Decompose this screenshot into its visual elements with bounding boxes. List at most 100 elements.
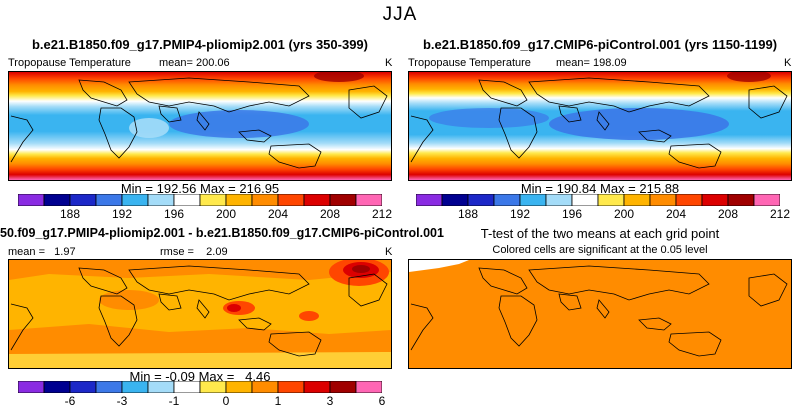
colorbar-tick-label: 212 (769, 207, 791, 221)
colorbar-swatch (753, 194, 780, 206)
colorbar-swatch (277, 194, 305, 206)
colorbar-swatch (18, 194, 45, 206)
panel1-max-label: Max = (200, 181, 236, 196)
panel2-min-value: 190.84 (556, 181, 597, 196)
panel2-map-svg (409, 72, 791, 180)
colorbar-swatch (727, 194, 755, 206)
panel3-max-value: 4.46 (245, 369, 271, 384)
colorbar-swatch (416, 194, 443, 206)
panel4-map-svg (409, 260, 791, 368)
panel2-map (408, 71, 792, 181)
colorbar-swatch (649, 194, 677, 206)
colorbar-tick-label: 200 (215, 207, 237, 221)
colorbar-tick-label: 192 (111, 207, 133, 221)
panel4-title: T-test of the two means at each grid poi… (480, 226, 720, 241)
colorbar-swatch (597, 194, 625, 206)
colorbar-tick-label: 200 (613, 207, 635, 221)
panel3-max-label: Max = (198, 369, 235, 384)
panel2-units: K (784, 57, 792, 69)
colorbar-swatch (69, 381, 97, 393)
figure-season-title: JJA (382, 4, 418, 25)
panel1-title: b.e21.B1850.f09_g17.PMIP4-pliomip2.001 (… (31, 37, 368, 52)
colorbar-tick-label: 196 (561, 207, 583, 221)
colorbar-swatch (329, 194, 357, 206)
colorbar-swatch (121, 194, 149, 206)
colorbar-tick-label: 204 (267, 207, 289, 221)
colorbar-tick-label: 0 (222, 394, 230, 408)
panel1-units: K (385, 57, 393, 69)
panel3-rmse-label: rmse = 2.09 (160, 246, 228, 258)
panel3-min-label: Min = (129, 369, 162, 384)
colorbar-tick-label: 208 (717, 207, 739, 221)
panel1-mean-value: 200.06 (196, 57, 230, 69)
panel4-significant-fill (409, 260, 791, 368)
colorbar-tick-label: -1 (168, 394, 180, 408)
panel1-map (8, 71, 392, 181)
colorbar-tick-label: 204 (665, 207, 687, 221)
colorbar-tick-label: 196 (163, 207, 185, 221)
panel3-mean-label: mean = 1.97 (8, 246, 76, 258)
colorbar-swatch (43, 194, 71, 206)
colorbar-swatch (467, 194, 495, 206)
colorbar-swatch (18, 381, 45, 393)
panel1-variable-label: Tropopause Temperature (8, 57, 131, 69)
colorbar-tick-label: 188 (59, 207, 81, 221)
panel3-title: 50.f09_g17.PMIP4-pliomip2.001 - b.e21.B1… (0, 226, 444, 240)
colorbar-swatch (251, 381, 279, 393)
panel4-map (408, 259, 792, 369)
colorbar-tick-label: 212 (371, 207, 393, 221)
colorbar-swatch (199, 381, 227, 393)
colorbar-swatch (519, 194, 547, 206)
panel3-units: K (385, 246, 393, 258)
colorbar-swatch (95, 381, 123, 393)
panel3-mean-text: mean = (8, 246, 45, 258)
colorbar-swatch (199, 194, 227, 206)
colorbar-swatch (623, 194, 651, 206)
colorbar-swatch (147, 381, 175, 393)
colorbar-tick-label: 188 (457, 207, 479, 221)
colorbar-swatch (225, 381, 253, 393)
panel2-max-label: Max = (600, 181, 636, 196)
panel3-colorbar-ticks: -6 -3 -1 0 1 3 6 (18, 393, 386, 409)
colorbar-swatch (43, 381, 71, 393)
panel4-nonsignificant-area (409, 260, 469, 272)
panel1-colorbar (18, 194, 382, 206)
colorbar-tick-label: 1 (274, 394, 282, 408)
colorbar-swatch (329, 381, 357, 393)
panel1-colorbar-ticks: 188 192 196 200 204 208 212 (18, 206, 392, 222)
panel2-title: b.e21.B1850.f09_g17.CMIP6-piControl.001 … (422, 37, 778, 52)
panel3-colorbar (18, 381, 382, 393)
panel2-mean-label: mean= 198.09 (556, 57, 627, 69)
colorbar-swatch (701, 194, 729, 206)
panel1-min-value: 192.56 (156, 181, 197, 196)
panel1-mean-text: mean= (159, 57, 193, 69)
panel1-minmax: Min = 192.56 Max = 216.95 (0, 181, 400, 196)
panel3-map (8, 259, 392, 369)
panel2-max-value: 215.88 (639, 181, 680, 196)
colorbar-swatch (121, 381, 149, 393)
panel2-mean-value: 198.09 (593, 57, 627, 69)
colorbar-tick-label: 6 (378, 394, 386, 408)
panel3-minmax: Min = -0.09 Max = 4.46 (0, 369, 400, 384)
panel1-mean-label: mean= 200.06 (159, 57, 230, 69)
colorbar-swatch (277, 381, 305, 393)
colorbar-tick-label: 208 (319, 207, 341, 221)
colorbar-swatch (173, 194, 201, 206)
colorbar-tick-label: -3 (116, 394, 128, 408)
panel2-mean-text: mean= (556, 57, 590, 69)
panel1-min-label: Min = (120, 181, 153, 196)
panel2-variable-label: Tropopause Temperature (408, 57, 531, 69)
colorbar-tick-label: -6 (64, 394, 76, 408)
colorbar-swatch (225, 194, 253, 206)
colorbar-swatch (69, 194, 97, 206)
colorbar-swatch (95, 194, 123, 206)
panel3-mean-value: 1.97 (54, 246, 76, 258)
panel2-colorbar (416, 194, 780, 206)
panel2-min-label: Min = (520, 181, 553, 196)
colorbar-swatch (355, 194, 382, 206)
panel4-subtitle: Colored cells are significant at the 0.0… (492, 244, 708, 256)
colorbar-swatch (147, 194, 175, 206)
panel1-map-svg (9, 72, 391, 180)
panel1-max-value: 216.95 (239, 181, 280, 196)
colorbar-swatch (251, 194, 279, 206)
